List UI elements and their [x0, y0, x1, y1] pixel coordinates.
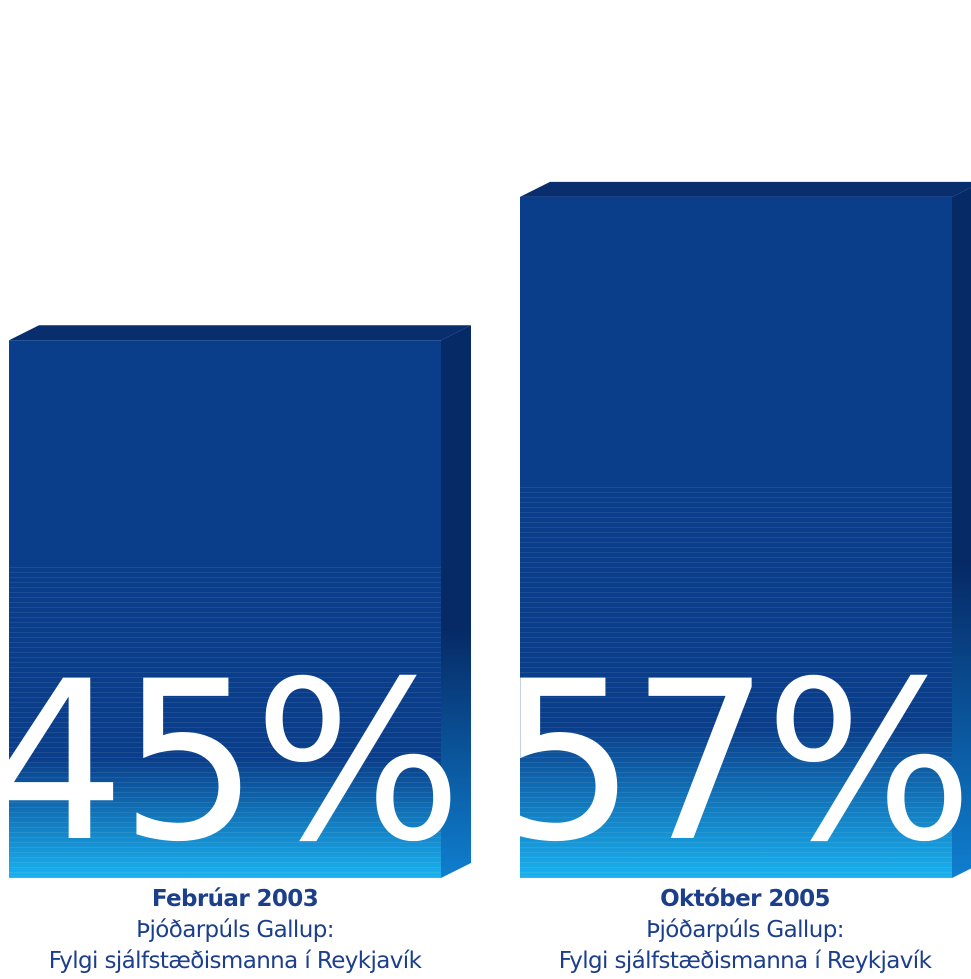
caption-2: Október 2005 Þjóðarpúls Gallup: Fylgi sj… — [495, 884, 971, 977]
bar-2-value-label: 57% — [497, 634, 968, 890]
bar-2-side-face — [952, 187, 971, 878]
caption-1-source: Þjóðarpúls Gallup: — [136, 917, 334, 943]
bar-group-2: 57% — [497, 181, 971, 890]
caption-2-source: Þjóðarpúls Gallup: — [646, 917, 844, 943]
caption-1-date: Febrúar 2003 — [151, 886, 319, 912]
caption-2-date: Október 2005 — [660, 886, 830, 912]
bar-2-top-face — [520, 181, 971, 197]
caption-2-description: Fylgi sjálfstæðismanna í Reykjavík — [558, 948, 932, 974]
bar-group-1: 45% — [0, 325, 471, 890]
bar-1-texture — [9, 566, 441, 878]
bar-1-value-label: 45% — [0, 634, 456, 890]
bar-1-top-face — [9, 325, 471, 341]
caption-1-description: Fylgi sjálfstæðismanna í Reykjavík — [48, 948, 422, 974]
bar-1-side-face — [441, 325, 471, 878]
caption-1: Febrúar 2003 Þjóðarpúls Gallup: Fylgi sj… — [0, 884, 485, 977]
bar-2-texture — [520, 482, 952, 878]
